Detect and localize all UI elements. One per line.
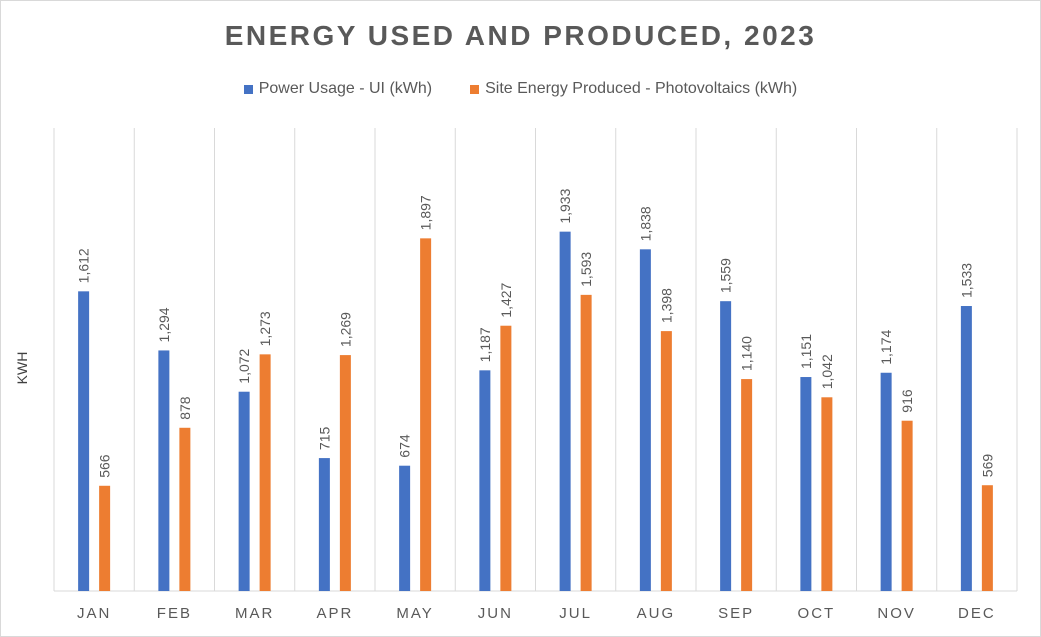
bar-usage — [639, 249, 651, 591]
x-tick-label: OCT — [798, 605, 836, 622]
bar-produced — [99, 485, 111, 591]
bar-produced — [660, 331, 672, 591]
data-label: 1,593 — [578, 252, 594, 287]
x-tick-label: JUL — [559, 605, 592, 622]
data-label: 1,559 — [718, 258, 734, 293]
bar-produced — [179, 427, 191, 591]
x-tick-label: NOV — [877, 605, 916, 622]
bar-usage — [960, 306, 972, 591]
bar-usage — [78, 291, 90, 591]
chart-legend: Power Usage - UI (kWh) Site Energy Produ… — [0, 80, 1041, 98]
bar-produced — [981, 485, 993, 591]
data-label: 1,140 — [739, 336, 755, 371]
x-tick-label: AUG — [637, 605, 676, 622]
bar-produced — [741, 379, 753, 591]
data-label: 1,897 — [418, 195, 434, 230]
data-label: 715 — [316, 427, 332, 451]
x-tick-label: APR — [316, 605, 353, 622]
bar-usage — [318, 458, 330, 591]
data-label: 1,612 — [76, 248, 92, 283]
bar-usage — [399, 465, 411, 591]
data-label: 878 — [177, 396, 193, 420]
data-label: 1,151 — [798, 334, 814, 369]
data-label: 1,533 — [958, 263, 974, 298]
bar-produced — [420, 238, 432, 591]
data-label: 1,933 — [557, 188, 573, 223]
bar-usage — [800, 377, 812, 591]
bar-produced — [259, 354, 271, 591]
legend-label-power-usage: Power Usage - UI (kWh) — [258, 80, 433, 97]
legend-label-energy-produced: Site Energy Produced - Photovoltaics (kW… — [485, 80, 798, 97]
legend-swatch-power-usage — [243, 84, 253, 94]
bar-produced — [821, 397, 833, 591]
bar-usage — [880, 372, 892, 591]
bar-usage — [720, 301, 732, 591]
bar-produced — [580, 294, 592, 591]
x-tick-label: SEP — [718, 605, 754, 622]
data-label: 1,187 — [477, 327, 493, 362]
legend-item-energy-produced: Site Energy Produced - Photovoltaics (kW… — [470, 80, 797, 98]
x-tick-label: MAR — [235, 605, 274, 622]
data-label: 1,269 — [337, 312, 353, 347]
data-label: 1,072 — [236, 348, 252, 383]
data-label: 569 — [979, 454, 995, 478]
data-label: 1,294 — [156, 307, 172, 342]
x-tick-label: JAN — [77, 605, 111, 622]
bar-usage — [479, 370, 491, 591]
legend-swatch-energy-produced — [470, 84, 480, 94]
x-tick-label: MAY — [396, 605, 433, 622]
bar-produced — [339, 355, 351, 591]
data-label: 916 — [899, 389, 915, 413]
x-tick-label: JUN — [478, 605, 513, 622]
data-label: 1,838 — [637, 206, 653, 241]
bar-produced — [901, 420, 913, 591]
legend-item-power-usage: Power Usage - UI (kWh) — [243, 80, 433, 98]
bar-usage — [158, 350, 170, 591]
bar-produced — [500, 325, 512, 591]
data-label: 1,427 — [498, 282, 514, 317]
data-label: 1,174 — [878, 330, 894, 365]
data-label: 1,042 — [819, 354, 835, 389]
bar-usage — [238, 391, 250, 591]
chart-title: ENERGY USED AND PRODUCED, 2023 — [224, 20, 817, 51]
bar-usage — [559, 231, 571, 591]
data-label: 566 — [97, 454, 113, 478]
x-tick-label: FEB — [157, 605, 192, 622]
data-label: 1,398 — [658, 288, 674, 323]
data-label: 1,273 — [257, 311, 273, 346]
x-tick-label: DEC — [958, 605, 996, 622]
data-label: 674 — [397, 434, 413, 458]
